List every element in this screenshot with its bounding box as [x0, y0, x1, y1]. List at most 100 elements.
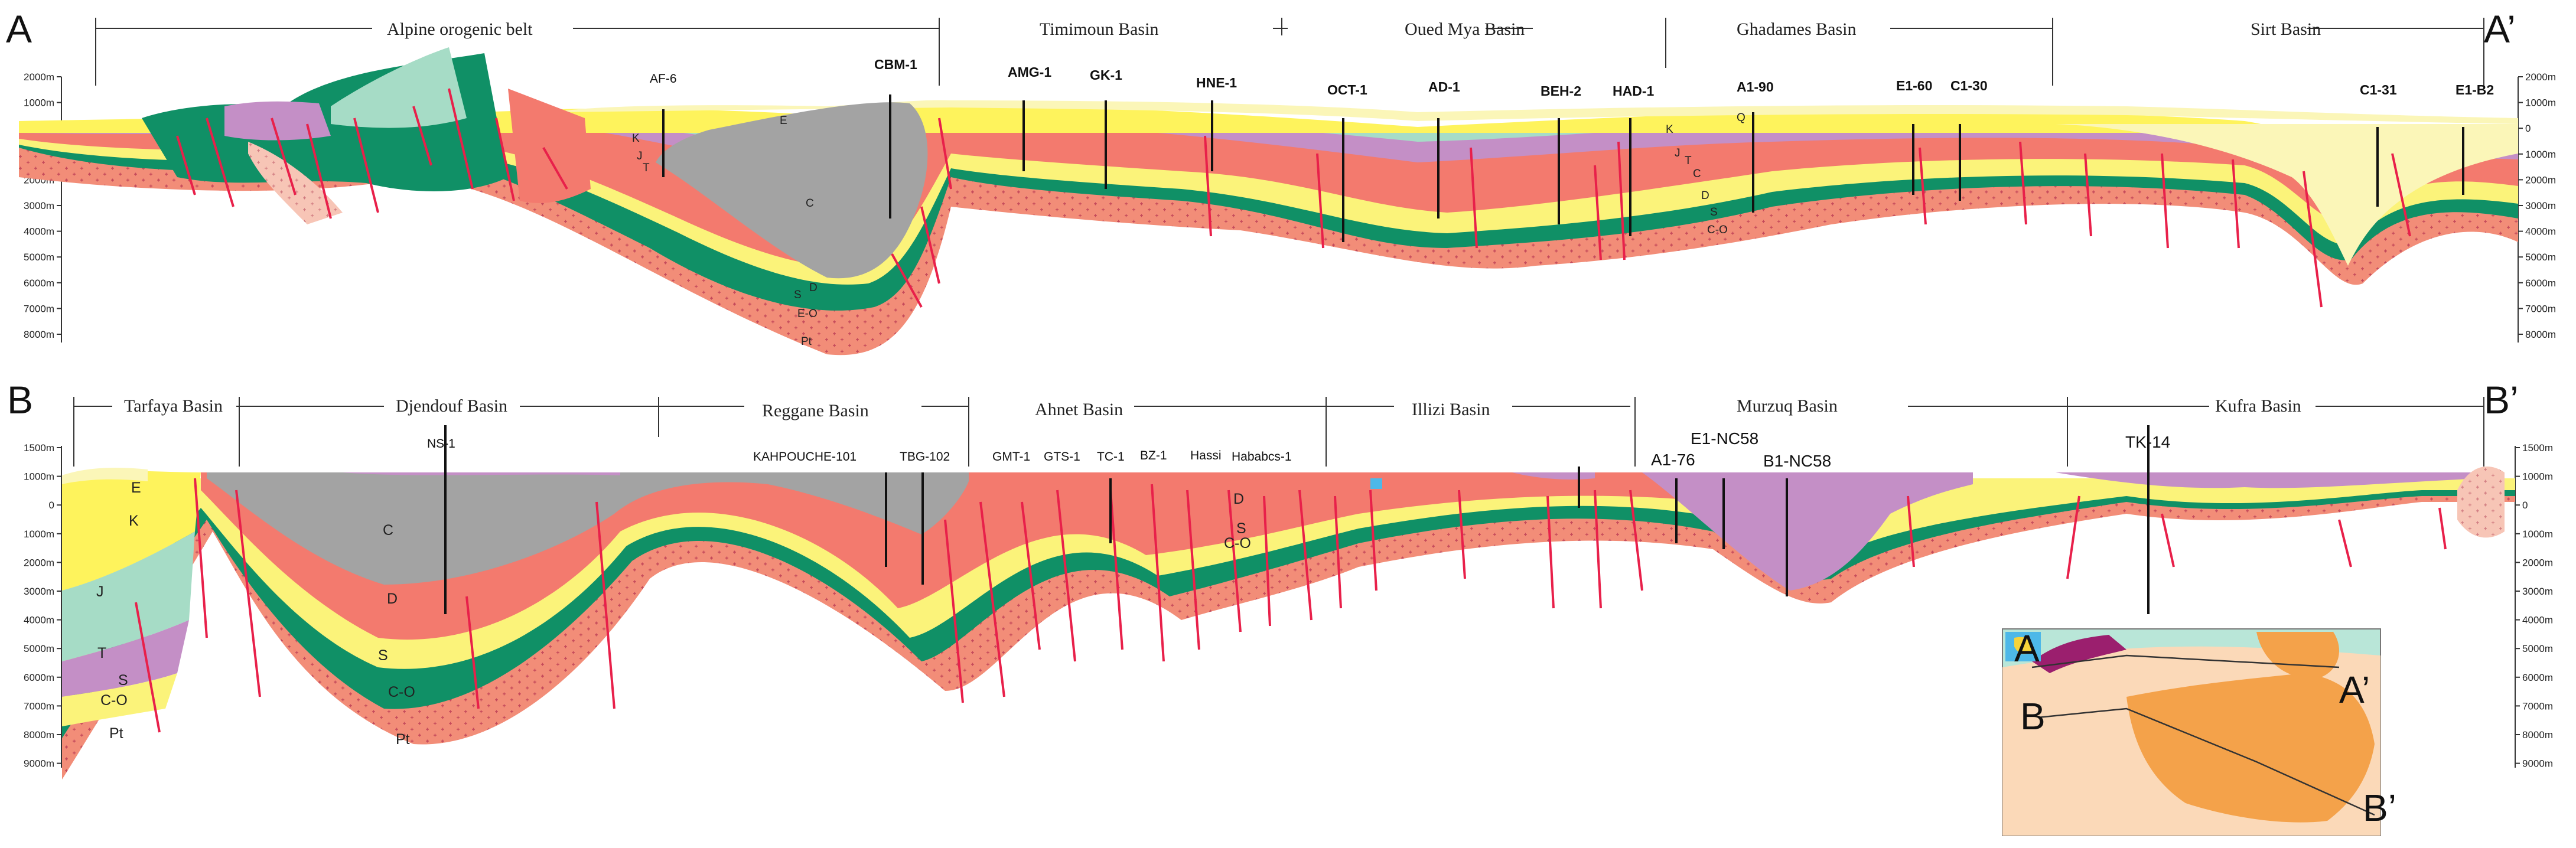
svg-text:S: S: [118, 672, 128, 689]
depth-tick-label: 3000m: [24, 200, 54, 211]
well-c1-31: C1-31: [2360, 82, 2397, 97]
basin-sirt: Sirt Basin: [2251, 19, 2321, 39]
well-had-1: HAD-1: [1613, 83, 1654, 99]
depth-tick-label: 4000m: [24, 226, 54, 237]
svg-text:T: T: [97, 645, 106, 661]
wells-a: [662, 94, 2464, 242]
map-label-a-prime: A’: [2339, 668, 2370, 711]
depth-scale-a-right: 2000m 1000m 0 1000m 2000m 3000m 4000m 5000m 6000…: [2518, 71, 2556, 343]
depth-tick-label: 1000m: [24, 471, 54, 482]
depth-tick-label: 4000m: [24, 615, 54, 626]
well-oct-1: OCT-1: [1327, 82, 1367, 97]
well-gmt-1: GMT-1: [992, 450, 1030, 464]
depth-tick-label: 0: [2522, 500, 2528, 511]
svg-text:C-O: C-O: [388, 684, 415, 700]
map-label-b-prime: B’: [2363, 787, 2396, 829]
depth-tick-label: 4000m: [2522, 615, 2553, 626]
well-tc-1: TC-1: [1097, 450, 1125, 464]
svg-text:Q: Q: [1737, 112, 1745, 124]
map-label-a: A: [2014, 627, 2040, 670]
svg-text:C-O: C-O: [100, 692, 128, 709]
depth-scale-b-right: 1500m 1000m 0 1000m 2000m 3000m 4000m 5000m 6000…: [2515, 442, 2553, 769]
well-e1-b2: E1-B2: [2455, 82, 2494, 97]
basin-reggane: Reggane Basin: [762, 401, 869, 420]
depth-scale-b-left: 1500m 1000m 0 1000m 2000m 3000m 4000m 5000m 6000…: [24, 442, 62, 769]
depth-tick-label: 9000m: [2522, 758, 2553, 769]
svg-text:C-O: C-O: [1224, 535, 1251, 552]
basin-kufra: Kufra Basin: [2215, 396, 2301, 416]
svg-text:D: D: [1701, 190, 1709, 202]
basin-murzuq: Murzuq Basin: [1737, 396, 1838, 416]
depth-tick-label: 2000m: [2525, 174, 2556, 185]
svg-text:K: K: [1666, 123, 1673, 136]
depth-tick-label: 6000m: [24, 278, 54, 289]
svg-text:J: J: [1675, 147, 1681, 159]
svg-text:J: J: [637, 150, 643, 162]
svg-text:S: S: [1236, 520, 1246, 537]
depth-tick-label: 7000m: [24, 303, 54, 314]
depth-tick-label: 1500m: [2522, 442, 2553, 454]
svg-text:C: C: [383, 522, 393, 539]
basin-tarfaya: Tarfaya Basin: [124, 396, 223, 416]
well-gts-1: GTS-1: [1044, 450, 1080, 464]
well-amg-1: AMG-1: [1008, 64, 1051, 80]
svg-text:D: D: [387, 591, 398, 607]
well-hassi: Hassi: [1190, 449, 1222, 462]
svg-text:Pt: Pt: [801, 335, 812, 348]
well-ad-1: AD-1: [1428, 79, 1460, 94]
svg-text:S: S: [794, 289, 802, 301]
depth-tick-label: 3000m: [2522, 586, 2553, 597]
basin-alpine: Alpine orogenic belt: [387, 19, 533, 39]
well-e1-60: E1-60: [1896, 78, 1932, 93]
well-bz-1: BZ-1: [1140, 449, 1167, 462]
svg-text:D: D: [809, 282, 818, 294]
well-a1-90: A1-90: [1737, 79, 1774, 94]
faults-b: [135, 478, 2447, 733]
basin-timimoun: Timimoun Basin: [1040, 19, 1158, 39]
depth-tick-label: 8000m: [24, 329, 54, 340]
depth-tick-label: 7000m: [2525, 303, 2556, 314]
wells-b: [444, 425, 2150, 614]
well-hne-1: HNE-1: [1196, 75, 1237, 90]
svg-text:J: J: [96, 583, 104, 600]
svg-text:K: K: [129, 513, 139, 529]
depth-tick-label: 2000m: [2525, 71, 2556, 83]
section-b: B B’ Tarfaya Basin Djendouf Basin Reggan…: [7, 378, 2553, 779]
svg-text:S: S: [1710, 206, 1718, 218]
location-inset-map: A A’ B B’: [2002, 627, 2396, 836]
well-beh-2: BEH-2: [1541, 83, 1581, 99]
section-a: A A’ Alpine orogenic belt Timimoun Basin…: [6, 7, 2556, 355]
well-kahpouche-101: KAHPOUCHE-101: [753, 450, 857, 464]
depth-tick-label: 5000m: [2525, 252, 2556, 263]
svg-text:E-O: E-O: [797, 308, 818, 320]
depth-tick-label: 6000m: [24, 672, 54, 683]
depth-tick-label: 9000m: [24, 758, 54, 769]
depth-tick-label: 2000m: [24, 71, 54, 83]
depth-tick-label: 0: [2525, 123, 2531, 134]
well-hababcs-1: Hababcs-1: [1232, 450, 1292, 464]
section-b-end-label: B’: [2484, 378, 2519, 422]
depth-tick-label: 6000m: [2525, 278, 2556, 289]
svg-text:T: T: [1685, 155, 1692, 167]
well-af-6: AF-6: [650, 72, 677, 86]
depth-tick-label: 3000m: [2525, 200, 2556, 211]
basin-djendouf: Djendouf Basin: [396, 396, 507, 416]
depth-tick-label: 8000m: [24, 729, 54, 741]
depth-tick-label: 5000m: [2522, 643, 2553, 654]
depth-tick-label: 5000m: [24, 252, 54, 263]
depth-tick-label: 1500m: [24, 442, 54, 454]
section-a-end-label: A’: [2484, 7, 2516, 51]
depth-tick-label: 8000m: [2522, 729, 2553, 741]
depth-tick-label: 3000m: [24, 586, 54, 597]
unit-labels-a: K J T E C S D E-O Pt K J T C Q D S C-O: [632, 112, 1745, 348]
svg-text:Pt: Pt: [396, 731, 410, 748]
map-label-b: B: [2020, 695, 2046, 738]
depth-tick-label: 2000m: [24, 557, 54, 568]
depth-tick-label: 1000m: [2525, 149, 2556, 160]
well-c1-30: C1-30: [1950, 78, 1988, 93]
depth-tick-label: 0: [49, 500, 54, 511]
unit-labels-b: E K J T S C-O Pt C D S C-O Pt D S C-O: [96, 480, 1251, 748]
svg-text:E: E: [131, 480, 141, 496]
depth-tick-label: 4000m: [2525, 226, 2556, 237]
